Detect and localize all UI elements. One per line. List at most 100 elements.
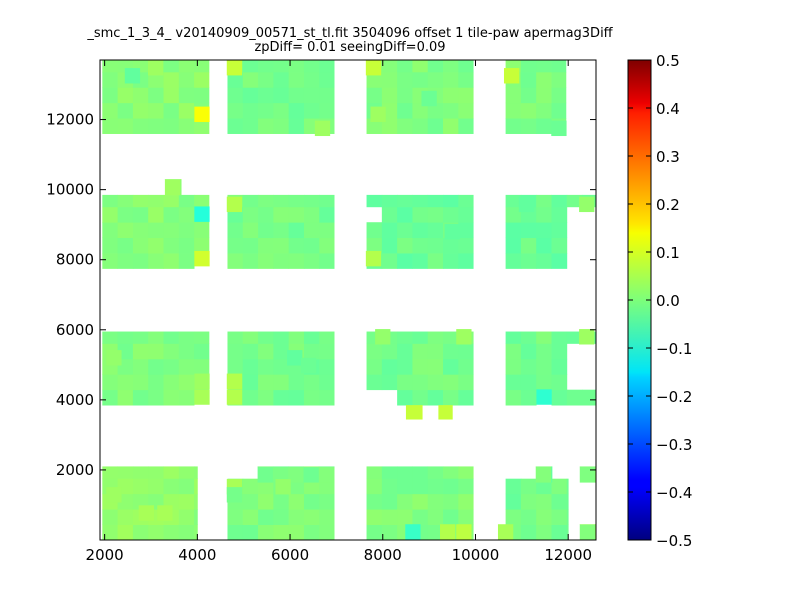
heatmap-cell: [443, 389, 459, 406]
heatmap-cell: [303, 71, 320, 88]
heatmap-cell: [102, 389, 119, 406]
heatmap-cell: [273, 71, 290, 88]
heatmap-cell: [381, 478, 398, 495]
heatmap-cell: [164, 179, 181, 196]
heatmap-cell: [458, 509, 474, 525]
heatmap-cell: [163, 237, 180, 254]
heatmap-cell: [566, 493, 569, 510]
heatmap-cell: [579, 466, 596, 483]
heatmap-cell: [132, 253, 149, 269]
heatmap-cell: [132, 358, 149, 375]
heatmap-cell: [288, 87, 305, 104]
heatmap-cell: [412, 389, 429, 406]
heatmap-cell: [443, 493, 459, 510]
heatmap-cell: [405, 524, 421, 540]
heatmap-cell: [132, 331, 149, 344]
heatmap-cell: [117, 389, 134, 406]
heatmap-cell: [178, 524, 195, 540]
colorbar-tick-label: −0.2: [656, 388, 692, 406]
heatmap-cell: [505, 478, 522, 495]
heatmap-cell: [117, 194, 134, 208]
heatmap-cell: [443, 206, 459, 223]
heatmap-cell: [288, 194, 305, 208]
heatmap-cell: [288, 253, 305, 269]
colorbar-tick-label: −0.5: [656, 532, 692, 550]
heatmap-cell: [497, 524, 514, 540]
heatmap-cell: [412, 466, 429, 479]
heatmap-cell: [194, 118, 210, 134]
heatmap-cell: [148, 71, 164, 88]
heatmap-cell: [163, 478, 180, 495]
heatmap-cell: [520, 253, 537, 269]
heatmap-cell: [381, 509, 398, 525]
heatmap-cell: [288, 466, 304, 468]
heatmap-cell: [427, 194, 444, 208]
heatmap-cell: [427, 222, 444, 239]
heatmap-cell: [505, 194, 522, 208]
heatmap-cell: [178, 478, 195, 495]
heatmap-cell: [319, 102, 335, 119]
heatmap-cell: [132, 102, 149, 119]
colorbar-tick-label: −0.3: [656, 436, 692, 454]
heatmap-cell: [303, 222, 320, 239]
x-tick-label: 8000: [364, 546, 402, 564]
heatmap-cell: [397, 222, 413, 239]
heatmap-cell: [319, 374, 335, 391]
heatmap-cell: [551, 331, 568, 344]
heatmap-cell: [458, 478, 474, 495]
heatmap-cell: [427, 343, 444, 360]
heatmap-cell: [381, 60, 398, 73]
heatmap-cell: [102, 118, 119, 134]
heatmap-cell: [117, 222, 134, 239]
heatmap-cell: [117, 524, 134, 540]
heatmap-cell: [458, 237, 474, 254]
heatmap-cell: [303, 87, 320, 104]
heatmap-cell: [194, 237, 210, 254]
heatmap-cell: [412, 478, 429, 495]
heatmap-cell: [443, 253, 459, 269]
heatmap-cell: [242, 509, 259, 525]
y-tick-label: 8000: [56, 251, 94, 269]
heatmap-cell: [242, 87, 259, 104]
heatmap-cell: [520, 374, 537, 391]
heatmap-cell: [303, 237, 320, 254]
heatmap-cell: [520, 509, 537, 525]
heatmap-cell: [366, 358, 383, 375]
heatmap-cell: [258, 253, 274, 269]
heatmap-cell: [273, 60, 290, 73]
heatmap-cell: [443, 118, 459, 134]
heatmap-cell: [242, 478, 259, 495]
heatmap-cell: [288, 466, 304, 483]
heatmap-cell: [579, 329, 595, 345]
heatmap-cell: [397, 237, 413, 254]
heatmap-cell: [226, 60, 243, 76]
chart-subtitle: zpDiff= 0.01 seeingDiff=0.09: [254, 40, 446, 55]
heatmap-cell: [458, 87, 474, 104]
heatmap-cell: [427, 102, 444, 119]
heatmap-cell: [194, 106, 210, 123]
heatmap-cell: [412, 71, 429, 88]
heatmap-cell: [370, 106, 386, 123]
heatmap-cell: [505, 358, 522, 375]
heatmap-cell: [458, 71, 474, 88]
heatmap-cell: [458, 389, 474, 406]
heatmap-cell: [194, 389, 210, 405]
heatmap-cell: [397, 389, 413, 406]
heatmap-cell: [427, 331, 444, 344]
heatmap-cell: [132, 118, 149, 134]
heatmap-cell: [194, 509, 198, 525]
heatmap-cell: [194, 206, 210, 222]
heatmap-cell: [381, 253, 398, 269]
heatmap-cell: [178, 118, 195, 134]
heatmap-cell: [458, 102, 474, 119]
heatmap-cell: [366, 194, 383, 208]
heatmap-cell: [427, 466, 444, 479]
heatmap-cell: [520, 71, 537, 88]
heatmap-cell: [303, 374, 320, 391]
heatmap-cell: [551, 102, 567, 119]
heatmap-cell: [566, 194, 583, 208]
heatmap-cell: [566, 524, 569, 540]
heatmap-cell: [242, 60, 259, 73]
heatmap-cell: [427, 253, 444, 269]
heatmap-cell: [258, 71, 274, 88]
